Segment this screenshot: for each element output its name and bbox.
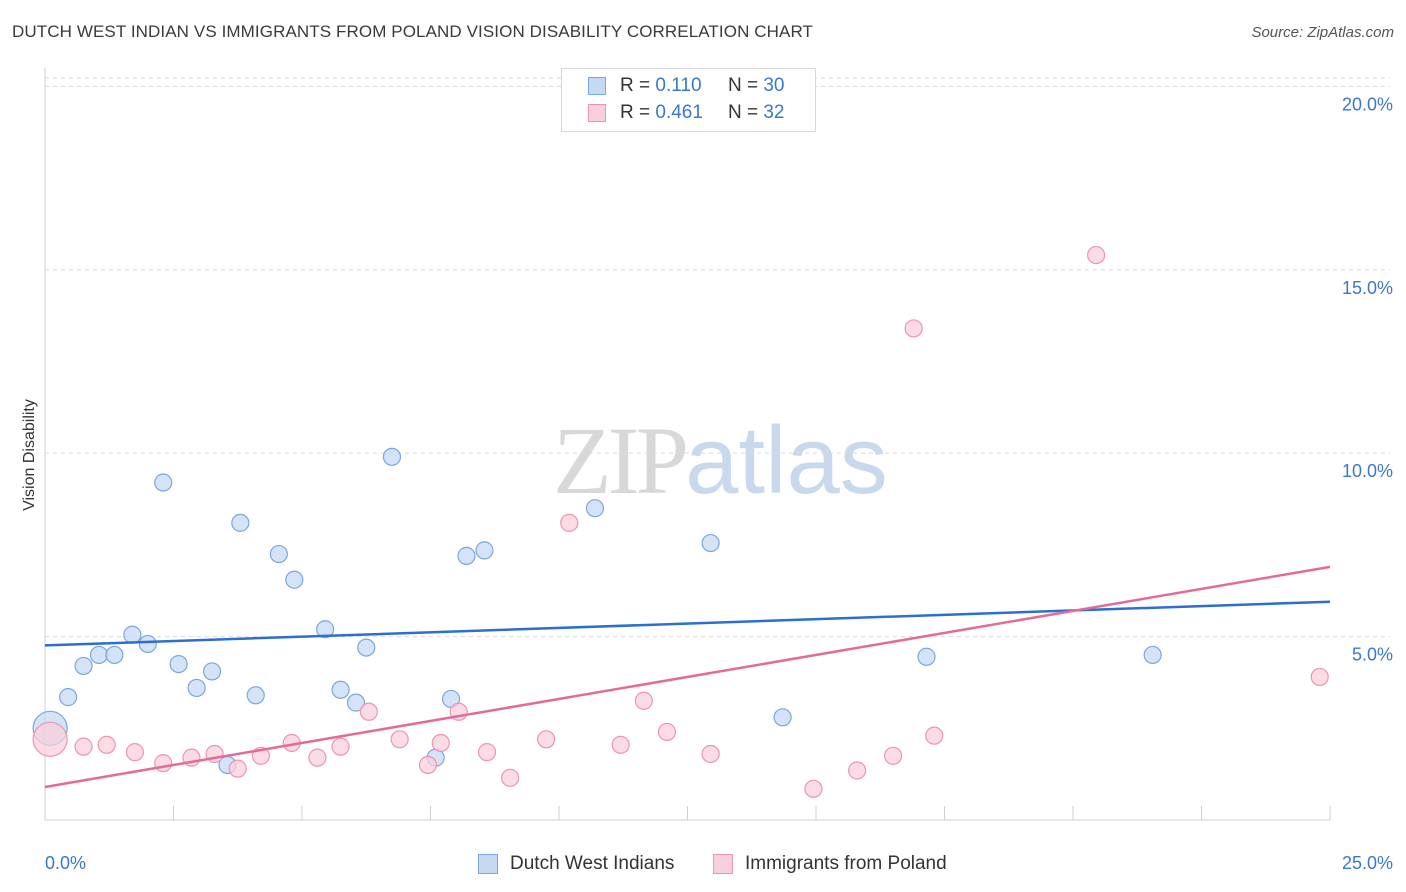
series-swatch-blue (478, 854, 498, 874)
data-point (346, 693, 366, 712)
trend-lines (44, 565, 1331, 789)
watermark: ZIPatlas (553, 405, 888, 516)
data-point (59, 688, 78, 707)
data-point (1143, 645, 1162, 665)
tick-labels: 5.0% 10.0% 15.0% 20.0% 0.0% 25.0% (45, 94, 1393, 873)
data-point (187, 678, 206, 698)
data-point (74, 737, 93, 756)
data-point (501, 768, 520, 787)
data-point (917, 647, 936, 666)
data-point (105, 645, 124, 665)
legend-swatch-pink (588, 104, 606, 122)
data-point (308, 748, 327, 767)
data-point (359, 702, 378, 721)
legend-swatch-blue (588, 77, 606, 95)
data-point (475, 541, 494, 560)
y-axis-label: Vision Disability (21, 399, 38, 511)
data-point (269, 544, 288, 564)
data-point (154, 754, 173, 773)
trend-line-blue (44, 600, 1331, 647)
data-point (382, 447, 402, 466)
data-point (477, 743, 497, 762)
data-point (357, 638, 376, 657)
series-legend-dutch-west-indians: Dutch West Indians (478, 852, 674, 876)
data-point (585, 499, 605, 518)
axes (44, 68, 1331, 821)
data-point (701, 533, 720, 553)
data-point (89, 645, 109, 665)
y-tick-label: 20.0% (1342, 94, 1393, 114)
data-point (904, 319, 923, 338)
legend-row-dutch-west-indians: R = 0.110 N = 30 (588, 74, 784, 98)
data-point (246, 686, 265, 705)
data-point (925, 726, 944, 745)
data-point (457, 546, 476, 565)
data-point (390, 730, 409, 749)
legend-n-value: 32 (763, 102, 785, 123)
source-credit: Source: ZipAtlas.com (1251, 24, 1394, 41)
data-point (202, 662, 222, 681)
data-point (611, 735, 630, 754)
series-name: Dutch West Indians (510, 853, 675, 874)
data-point (74, 656, 93, 676)
x-tick-label: 0.0% (45, 853, 86, 873)
data-point (231, 513, 250, 532)
data-point (848, 761, 867, 780)
data-point (154, 473, 173, 492)
y-tick-label: 10.0% (1342, 461, 1393, 481)
series-points-pink (32, 245, 1329, 798)
data-point (634, 691, 653, 710)
legend-n-label: N = (727, 75, 759, 96)
y-tick-label: 15.0% (1342, 278, 1393, 298)
data-point (1087, 245, 1106, 265)
watermark-atlas: atlas (685, 407, 888, 514)
data-point (331, 737, 350, 756)
correlation-legend: R = 0.110 N = 30 R = 0.461 N = 32 (561, 68, 816, 132)
series-swatch-pink (713, 854, 733, 874)
data-point (431, 733, 450, 753)
legend-r-value: 0.461 (655, 102, 703, 123)
data-point (331, 680, 350, 699)
data-point (125, 743, 145, 762)
data-point (773, 708, 792, 727)
data-point (228, 759, 247, 778)
grid-lines (45, 77, 1390, 638)
data-point (169, 654, 188, 674)
x-tick-label: 25.0% (1342, 853, 1393, 873)
data-point (537, 730, 556, 749)
y-tick-label: 5.0% (1352, 645, 1393, 665)
series-legend-immigrants-from-poland: Immigrants from Poland (713, 852, 947, 876)
data-point (123, 625, 142, 644)
data-point (804, 779, 823, 798)
data-point (701, 744, 720, 764)
legend-r-label: R = (620, 102, 651, 123)
legend-n-value: 30 (763, 75, 785, 96)
series-name: Immigrants from Poland (745, 853, 947, 874)
chart-title: DUTCH WEST INDIAN VS IMMIGRANTS FROM POL… (12, 22, 814, 41)
legend-n-label: N = (727, 102, 759, 123)
series-points-blue (32, 447, 1162, 775)
watermark-zip: ZIP (553, 407, 689, 514)
data-point (138, 634, 157, 654)
data-points (32, 245, 1329, 798)
legend-r-label: R = (620, 75, 651, 96)
data-point (418, 755, 438, 775)
trend-line-pink (44, 565, 1331, 789)
data-point (657, 722, 677, 742)
data-point (285, 570, 304, 589)
data-point (560, 513, 579, 532)
data-point (883, 746, 903, 765)
legend-r-value: 0.110 (655, 75, 702, 96)
data-point (316, 620, 335, 639)
legend-row-immigrants-from-poland: R = 0.461 N = 32 (588, 101, 784, 125)
data-point (1310, 667, 1329, 687)
data-point (32, 721, 68, 757)
data-point (97, 735, 116, 754)
